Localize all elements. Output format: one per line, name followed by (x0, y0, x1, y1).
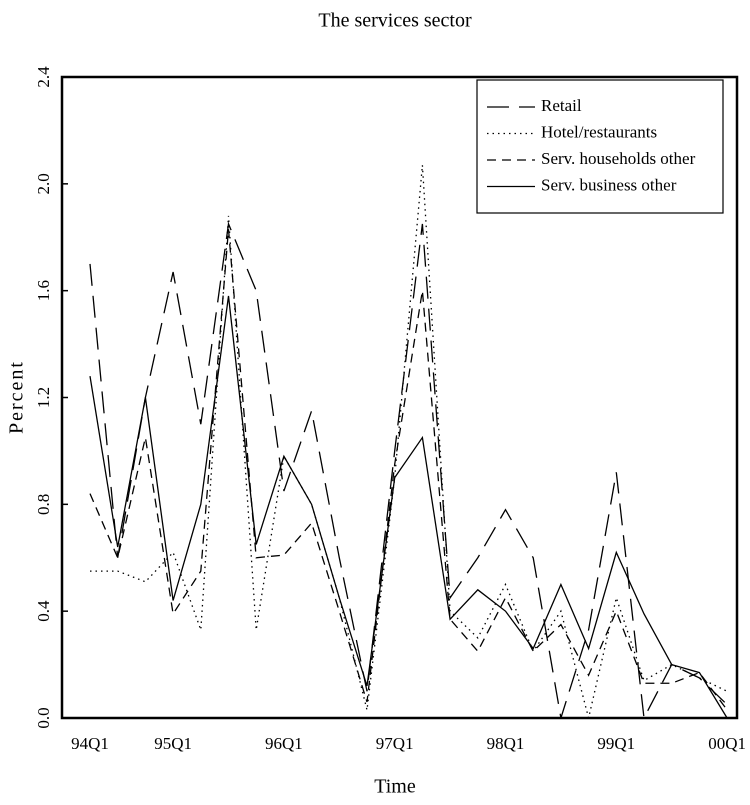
line-series (89, 229, 728, 711)
y-tick-label: 1.2 (34, 387, 53, 408)
x-tick-label: 00Q1 (708, 734, 746, 753)
x-tick-label: 94Q1 (71, 734, 109, 753)
x-tick-label: 98Q1 (487, 734, 525, 753)
y-tick-label: 0.4 (34, 600, 53, 622)
x-tick-label: 95Q1 (154, 734, 192, 753)
line-series (90, 165, 728, 719)
x-tick-label: 99Q1 (597, 734, 635, 753)
line-series (89, 295, 728, 719)
line-series (89, 221, 728, 721)
y-tick-label: 2.0 (34, 173, 53, 194)
legend-label: Serv. households other (541, 149, 696, 168)
y-tick-label: 0.8 (34, 494, 53, 515)
legend-label: Hotel/restaurants (541, 122, 657, 141)
y-tick-label: 1.6 (34, 280, 53, 301)
x-axis-label: Time (374, 776, 416, 798)
chart-title: The services sector (318, 10, 472, 32)
legend-box (476, 79, 724, 214)
y-tick-label: 2.4 (34, 66, 53, 88)
legend-label: Serv. business other (541, 175, 677, 194)
x-tick-label: 96Q1 (265, 734, 303, 753)
x-tick-label: 97Q1 (376, 734, 414, 753)
y-axis-label: Percent (6, 360, 28, 434)
y-tick-label: 0.0 (34, 707, 53, 728)
legend-label: Retail (541, 96, 582, 115)
